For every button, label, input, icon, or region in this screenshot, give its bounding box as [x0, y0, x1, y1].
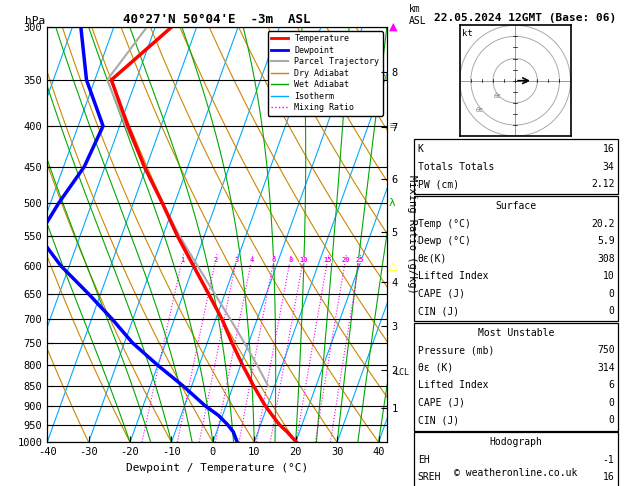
Text: 5.9: 5.9	[597, 236, 615, 246]
Text: θε(K): θε(K)	[418, 254, 447, 263]
Text: ≡: ≡	[389, 121, 398, 131]
Text: 0: 0	[609, 289, 615, 298]
Text: θε (K): θε (K)	[418, 363, 453, 373]
Text: 8: 8	[288, 257, 292, 263]
Text: 0: 0	[609, 306, 615, 316]
Text: Surface: Surface	[496, 201, 537, 211]
Text: 22.05.2024 12GMT (Base: 06): 22.05.2024 12GMT (Base: 06)	[434, 13, 616, 23]
Text: 750: 750	[597, 346, 615, 355]
Text: EH: EH	[418, 455, 430, 465]
X-axis label: Dewpoint / Temperature (°C): Dewpoint / Temperature (°C)	[126, 463, 308, 473]
Text: ▲: ▲	[389, 22, 397, 32]
Text: θε: θε	[476, 107, 484, 113]
Legend: Temperature, Dewpoint, Parcel Trajectory, Dry Adiabat, Wet Adiabat, Isotherm, Mi: Temperature, Dewpoint, Parcel Trajectory…	[268, 31, 382, 116]
Text: 10: 10	[299, 257, 308, 263]
Text: 25: 25	[355, 257, 364, 263]
Text: 6: 6	[609, 381, 615, 390]
Text: hPa: hPa	[25, 16, 45, 26]
Text: 4: 4	[250, 257, 253, 263]
Text: PW (cm): PW (cm)	[418, 179, 459, 189]
Text: Most Unstable: Most Unstable	[478, 328, 554, 338]
Text: 2: 2	[213, 257, 218, 263]
Text: Pressure (mb): Pressure (mb)	[418, 346, 494, 355]
Text: Hodograph: Hodograph	[489, 437, 543, 447]
Text: km
ASL: km ASL	[409, 4, 426, 26]
Text: 16: 16	[603, 472, 615, 482]
Text: 0: 0	[609, 398, 615, 408]
Text: 34: 34	[603, 162, 615, 172]
Text: 15: 15	[323, 257, 332, 263]
Text: Lifted Index: Lifted Index	[418, 271, 488, 281]
Y-axis label: Mixing Ratio (g/kg): Mixing Ratio (g/kg)	[408, 175, 418, 294]
Text: Temp (°C): Temp (°C)	[418, 219, 470, 228]
Text: 1: 1	[180, 257, 184, 263]
Text: 20.2: 20.2	[591, 219, 615, 228]
Text: CAPE (J): CAPE (J)	[418, 398, 465, 408]
Text: SREH: SREH	[418, 472, 441, 482]
Text: LCL: LCL	[394, 368, 409, 378]
Text: 10: 10	[603, 271, 615, 281]
Title: 40°27'N 50°04'E  -3m  ASL: 40°27'N 50°04'E -3m ASL	[123, 13, 311, 26]
Text: 6: 6	[272, 257, 276, 263]
Text: CIN (J): CIN (J)	[418, 306, 459, 316]
Text: CAPE (J): CAPE (J)	[418, 289, 465, 298]
Text: 16: 16	[603, 144, 615, 154]
Text: CIN (J): CIN (J)	[418, 416, 459, 425]
Text: Totals Totals: Totals Totals	[418, 162, 494, 172]
Text: 308: 308	[597, 254, 615, 263]
Text: 20: 20	[341, 257, 350, 263]
Text: Dewp (°C): Dewp (°C)	[418, 236, 470, 246]
Text: λ: λ	[389, 198, 395, 208]
Text: Lifted Index: Lifted Index	[418, 381, 488, 390]
Text: 2.12: 2.12	[591, 179, 615, 189]
Text: θε: θε	[493, 93, 501, 100]
Text: △: △	[389, 261, 397, 271]
Text: -1: -1	[603, 455, 615, 465]
Text: 3: 3	[234, 257, 238, 263]
Text: K: K	[418, 144, 423, 154]
Text: 0: 0	[609, 416, 615, 425]
Text: 314: 314	[597, 363, 615, 373]
Text: © weatheronline.co.uk: © weatheronline.co.uk	[454, 468, 577, 478]
Text: kt: kt	[462, 29, 473, 37]
